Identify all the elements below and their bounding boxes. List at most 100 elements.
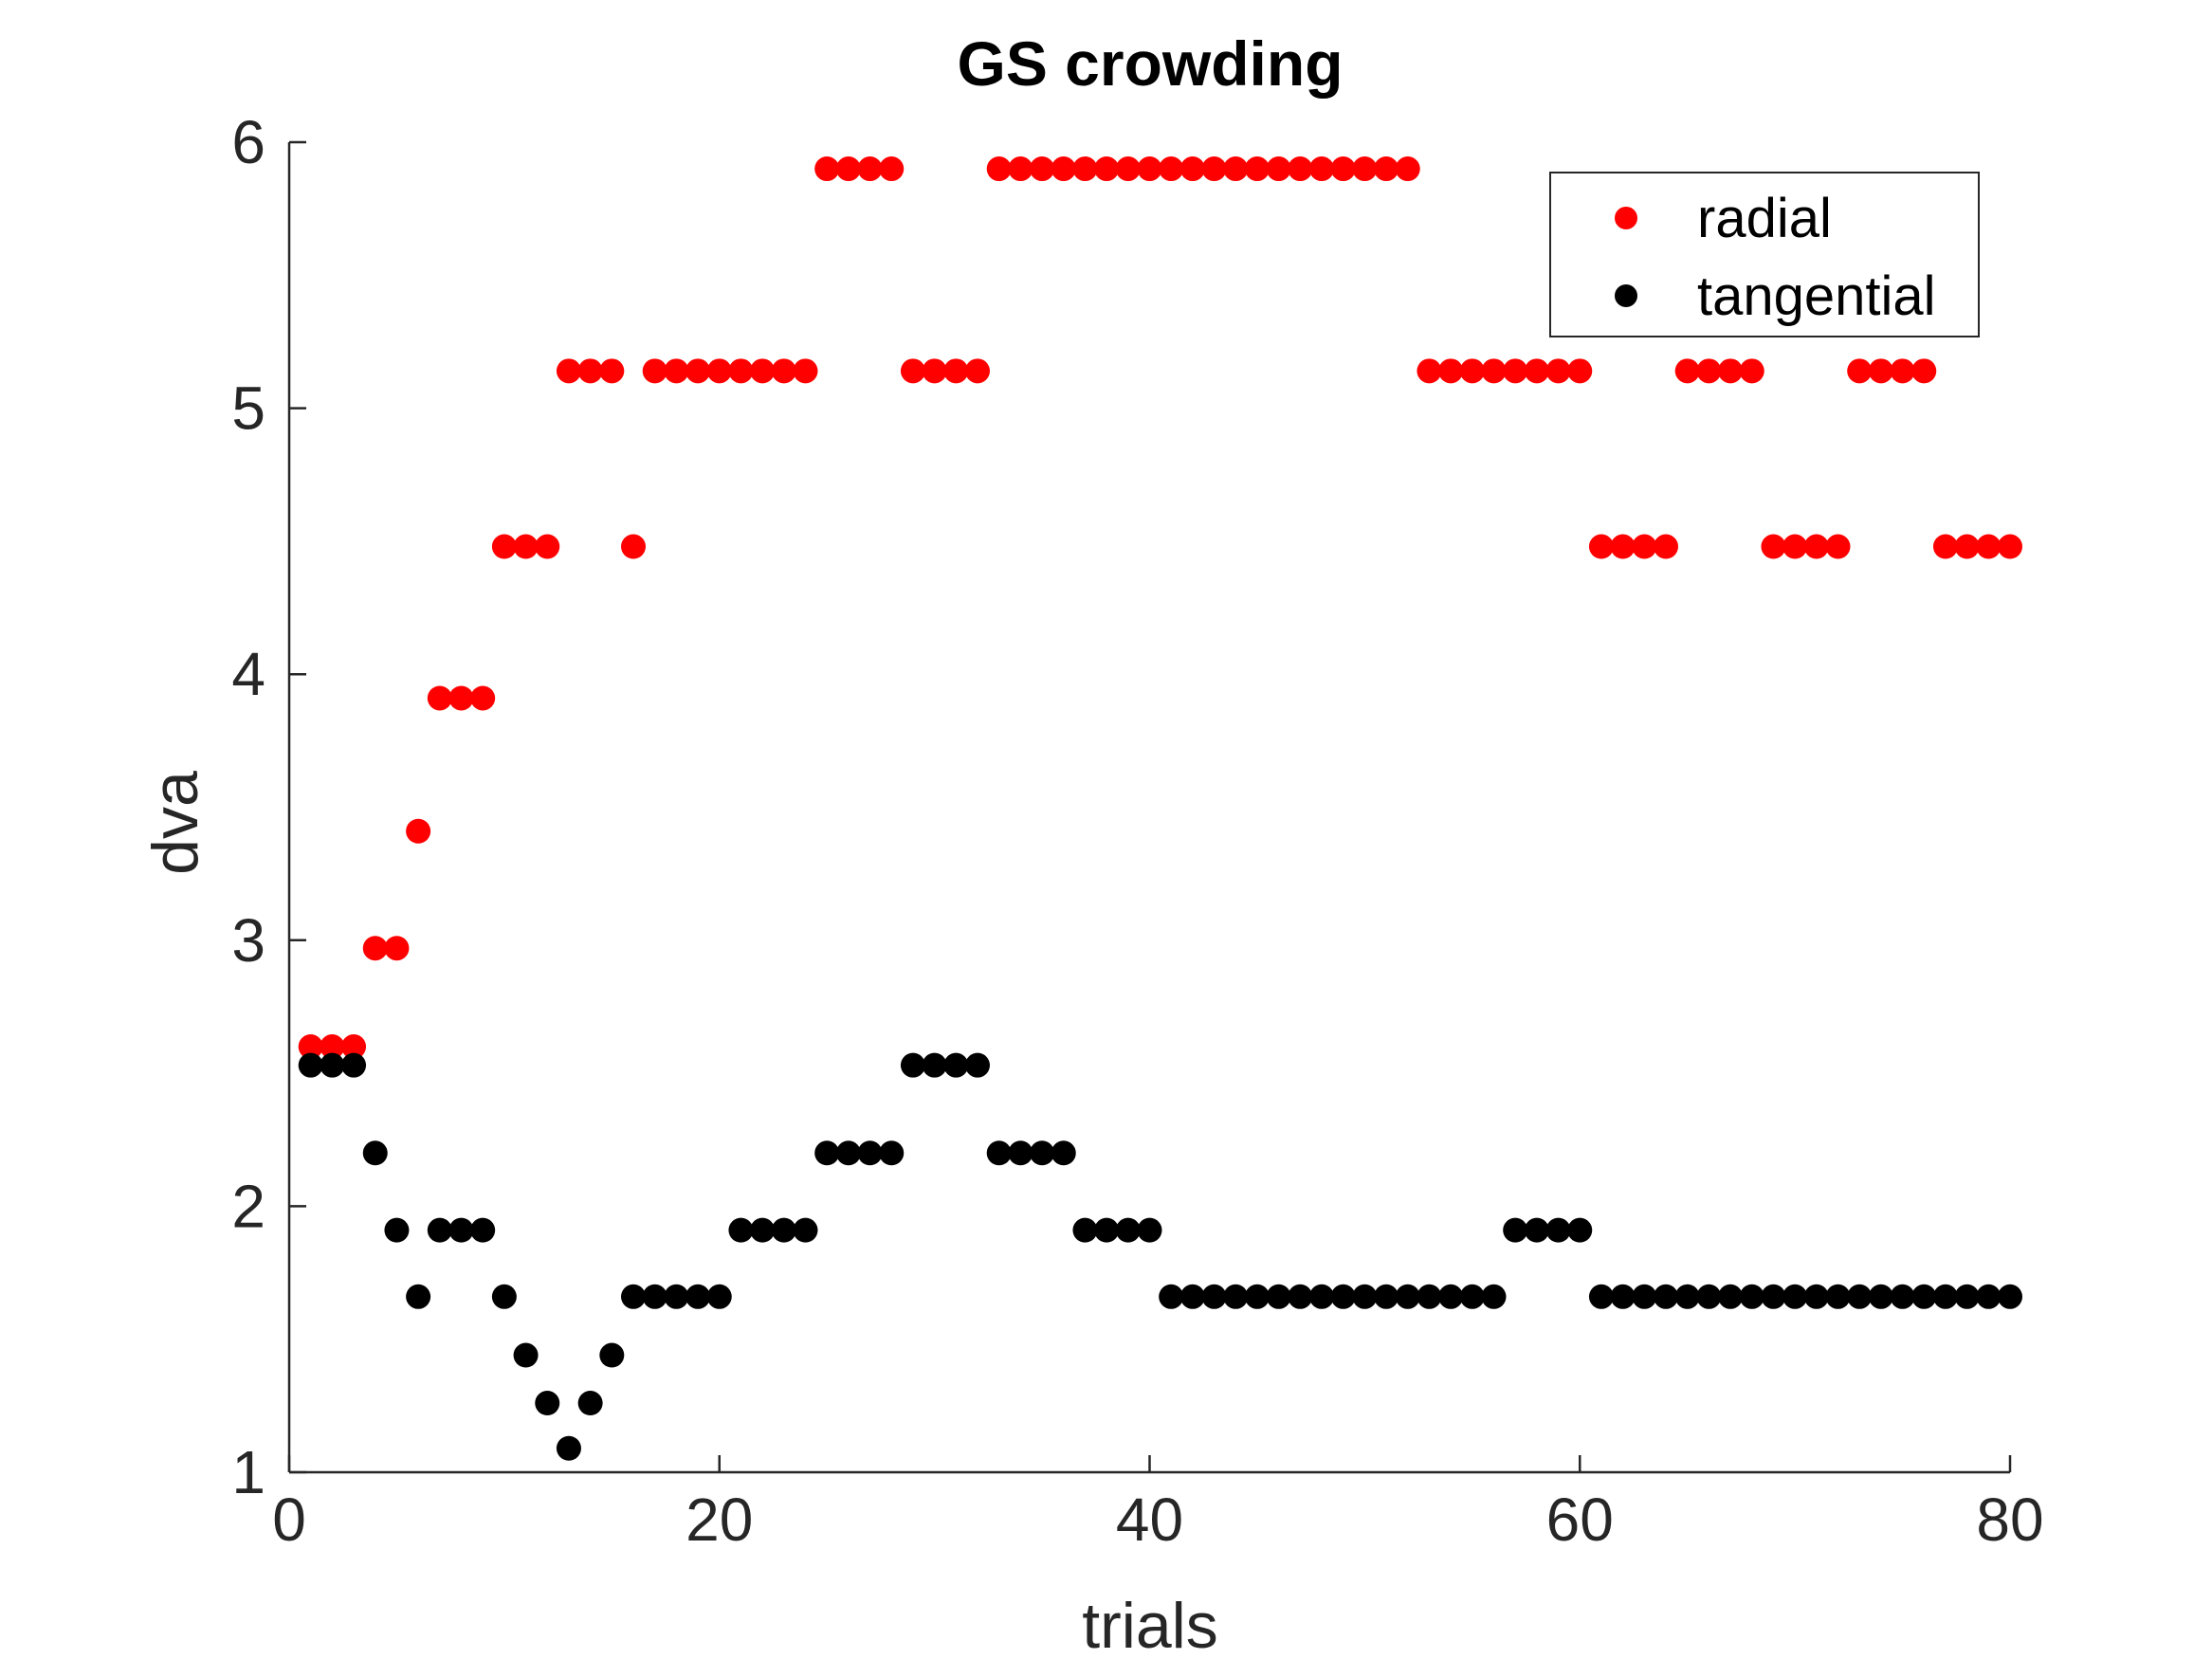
tangential-point xyxy=(491,1284,517,1309)
radial-point xyxy=(1266,156,1291,182)
tangential-point xyxy=(1179,1284,1205,1309)
radial-point xyxy=(1503,358,1528,384)
series-radial xyxy=(298,156,2022,1060)
tangential-point xyxy=(1438,1284,1464,1309)
radial-point xyxy=(1825,534,1851,559)
radial-point xyxy=(448,685,474,711)
radial-point xyxy=(535,534,560,559)
tangential-point xyxy=(448,1217,474,1243)
radial-point xyxy=(879,156,905,182)
tangential-point xyxy=(750,1217,776,1243)
tangential-point xyxy=(1266,1284,1291,1309)
radial-point xyxy=(728,358,754,384)
tangential-point xyxy=(879,1140,905,1166)
legend-marker-tangential xyxy=(1615,284,1637,307)
tangential-point xyxy=(1696,1284,1722,1309)
tangential-point xyxy=(965,1052,990,1078)
legend-label-tangential: tangential xyxy=(1697,265,1936,327)
legend: radial tangential xyxy=(1549,172,1980,337)
radial-point xyxy=(1094,156,1120,182)
tangential-point xyxy=(1030,1140,1055,1166)
radial-point xyxy=(1201,156,1227,182)
tangential-point xyxy=(1459,1284,1485,1309)
x-tick-label: 60 xyxy=(1546,1486,1614,1554)
radial-point xyxy=(943,358,969,384)
tangential-point xyxy=(1847,1284,1873,1309)
radial-point xyxy=(793,358,818,384)
tangential-point xyxy=(1567,1217,1593,1243)
radial-point xyxy=(1998,534,2022,559)
legend-label-radial: radial xyxy=(1697,188,1832,249)
tangential-point xyxy=(1008,1140,1033,1166)
tangential-point xyxy=(535,1391,560,1416)
tangential-point xyxy=(686,1284,711,1309)
tangential-point xyxy=(1868,1284,1893,1309)
legend-box xyxy=(1549,172,1980,337)
tangential-point xyxy=(1632,1284,1657,1309)
y-tick-label: 6 xyxy=(231,108,265,176)
x-tick-label: 20 xyxy=(686,1486,753,1554)
tangential-point xyxy=(1094,1217,1120,1243)
tangential-point xyxy=(1890,1284,1915,1309)
radial-point xyxy=(1654,534,1678,559)
series-tangential xyxy=(298,1052,2022,1461)
radial-point xyxy=(1395,156,1420,182)
tangential-point xyxy=(1588,1284,1614,1309)
tangential-point xyxy=(771,1217,796,1243)
radial-point xyxy=(1632,534,1657,559)
tangential-point xyxy=(793,1217,818,1243)
tangential-point xyxy=(1976,1284,2002,1309)
tangential-point xyxy=(599,1342,625,1368)
tangential-point xyxy=(642,1284,667,1309)
radial-point xyxy=(664,358,689,384)
tangential-point xyxy=(1115,1217,1141,1243)
radial-point xyxy=(1890,358,1915,384)
x-tick-label: 40 xyxy=(1116,1486,1183,1554)
radial-point xyxy=(1244,156,1270,182)
tangential-point xyxy=(814,1140,840,1166)
plot-axes: 0 20 40 60 80 1 2 3 4 5 6 xyxy=(231,108,2043,1554)
radial-point xyxy=(406,818,431,844)
tangential-point xyxy=(1718,1284,1744,1309)
tangential-point xyxy=(1159,1284,1184,1309)
tangential-point xyxy=(384,1217,410,1243)
tangential-point xyxy=(1803,1284,1829,1309)
chart-title: GS crowding xyxy=(957,28,1343,99)
y-axis-label: dva xyxy=(139,771,211,875)
x-axis-label: trials xyxy=(1082,1590,1218,1659)
radial-point xyxy=(1179,156,1205,182)
data-points xyxy=(298,156,2022,1461)
radial-point xyxy=(577,358,603,384)
radial-point xyxy=(686,358,711,384)
tangential-point xyxy=(943,1052,969,1078)
tangential-point xyxy=(1137,1217,1162,1243)
y-tick-label: 4 xyxy=(231,640,265,708)
tangential-point xyxy=(1051,1140,1076,1166)
tangential-point xyxy=(1610,1284,1636,1309)
radial-point xyxy=(965,358,990,384)
tangential-point xyxy=(577,1391,603,1416)
tangential-point xyxy=(427,1217,452,1243)
tangential-point xyxy=(298,1052,323,1078)
radial-point xyxy=(1051,156,1076,182)
tangential-point xyxy=(1072,1217,1098,1243)
tangential-point xyxy=(341,1052,367,1078)
radial-point xyxy=(470,685,496,711)
tangential-point xyxy=(1395,1284,1420,1309)
radial-point xyxy=(1374,156,1399,182)
tangential-point xyxy=(1201,1284,1227,1309)
tangential-point xyxy=(1503,1217,1528,1243)
radial-point xyxy=(1545,358,1571,384)
tangential-point xyxy=(1761,1284,1786,1309)
tangential-point xyxy=(1545,1217,1571,1243)
y-tick-label: 5 xyxy=(231,374,265,443)
radial-point xyxy=(1330,156,1356,182)
tangential-point xyxy=(1244,1284,1270,1309)
radial-point xyxy=(1288,156,1313,182)
tangential-point xyxy=(1288,1284,1313,1309)
tangential-point xyxy=(1954,1284,1980,1309)
tangential-point xyxy=(1374,1284,1399,1309)
radial-point xyxy=(1696,358,1722,384)
radial-point xyxy=(835,156,861,182)
tangential-point xyxy=(1330,1284,1356,1309)
